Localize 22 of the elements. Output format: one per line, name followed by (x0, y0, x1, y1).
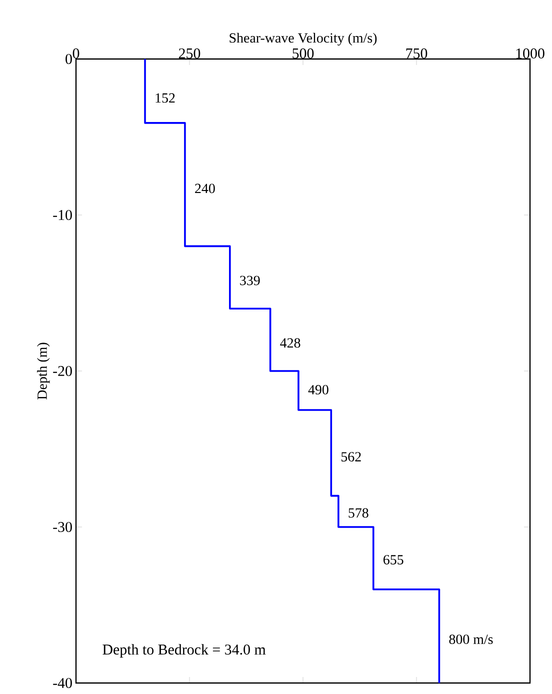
annotation: 428 (280, 338, 300, 348)
x-tick-label: 1000 (516, 48, 544, 58)
annotation: 655 (383, 555, 404, 564)
annotation: 800 m/s (449, 634, 493, 644)
annotation: 152 (156, 93, 175, 103)
annotation: 240 (195, 184, 215, 194)
y-tick-label: -10 (53, 210, 72, 220)
annotation: 339 (240, 276, 260, 286)
x-axis-title: Shear-wave Velocity (m/s) (230, 32, 377, 46)
annotation: 490 (308, 385, 328, 394)
x-tick-label: 750 (406, 48, 428, 58)
annotation: Depth to Bedrock = 34.0 m (102, 644, 266, 658)
y-tick-label: -20 (53, 366, 72, 376)
y-axis-title: Depth (m) (37, 342, 50, 400)
y-tick-label: -40 (53, 678, 72, 688)
annotation: 578 (348, 508, 368, 518)
annotation: 562 (341, 452, 361, 462)
x-tick-label: 500 (292, 48, 314, 58)
line-series (144, 58, 440, 684)
y-tick-label: -30 (53, 522, 72, 532)
x-tick-label: 0 (72, 48, 80, 58)
x-tick-label: 250 (178, 48, 200, 58)
